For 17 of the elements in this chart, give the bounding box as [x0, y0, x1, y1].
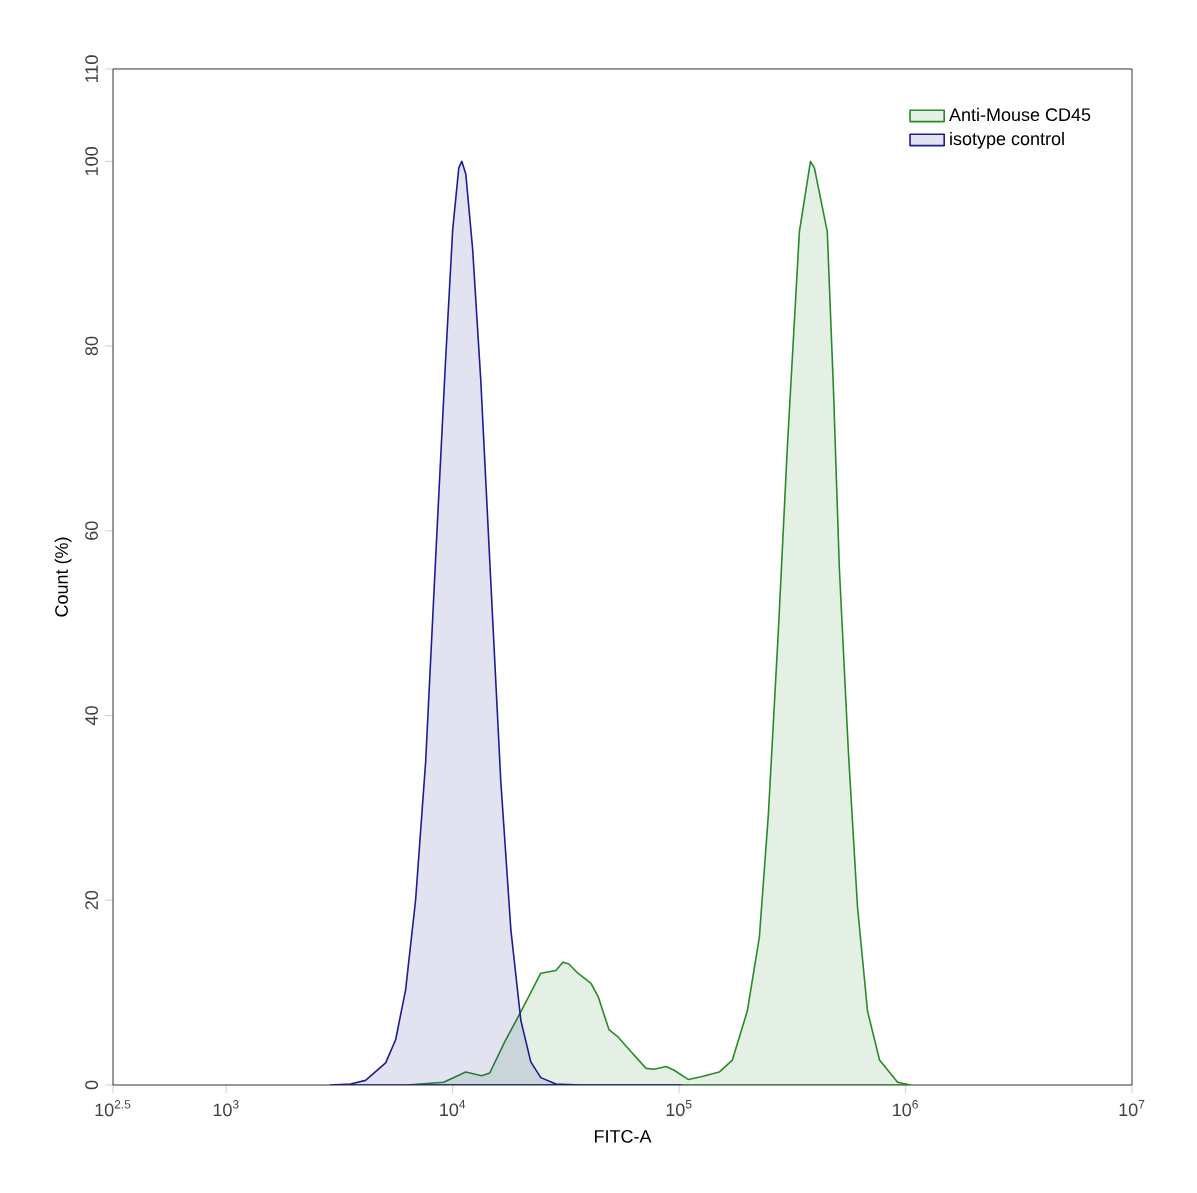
x-tick-label: 10$^{2.5}$ [95, 1100, 131, 1117]
y-tick-label: 40 [85, 706, 98, 726]
y-tick-label: 80 [85, 336, 98, 356]
y-tick-label: 60 [85, 521, 98, 540]
y-tick-label: 0 [85, 1080, 98, 1090]
x-tick-label: 10$^{6}$ [893, 1100, 918, 1117]
legend-label: isotype control [950, 131, 1064, 149]
y-tick-label: 110 [85, 55, 98, 82]
y-tick-label: 100 [85, 147, 98, 175]
y-tick-label: 20 [85, 890, 98, 910]
legend-label: Anti-Mouse CD45 [949, 107, 1091, 122]
x-tick-label: 10$^{3}$ [213, 1100, 239, 1117]
x-tick-label: 10$^{4}$ [440, 1100, 466, 1117]
x-tick-label: 10$^{5}$ [666, 1100, 692, 1117]
x-axis-title: FITC-A [595, 1129, 652, 1143]
y-axis-title: Count (%) [54, 537, 72, 617]
x-tick-label: 10$^{7}$ [1119, 1100, 1145, 1117]
